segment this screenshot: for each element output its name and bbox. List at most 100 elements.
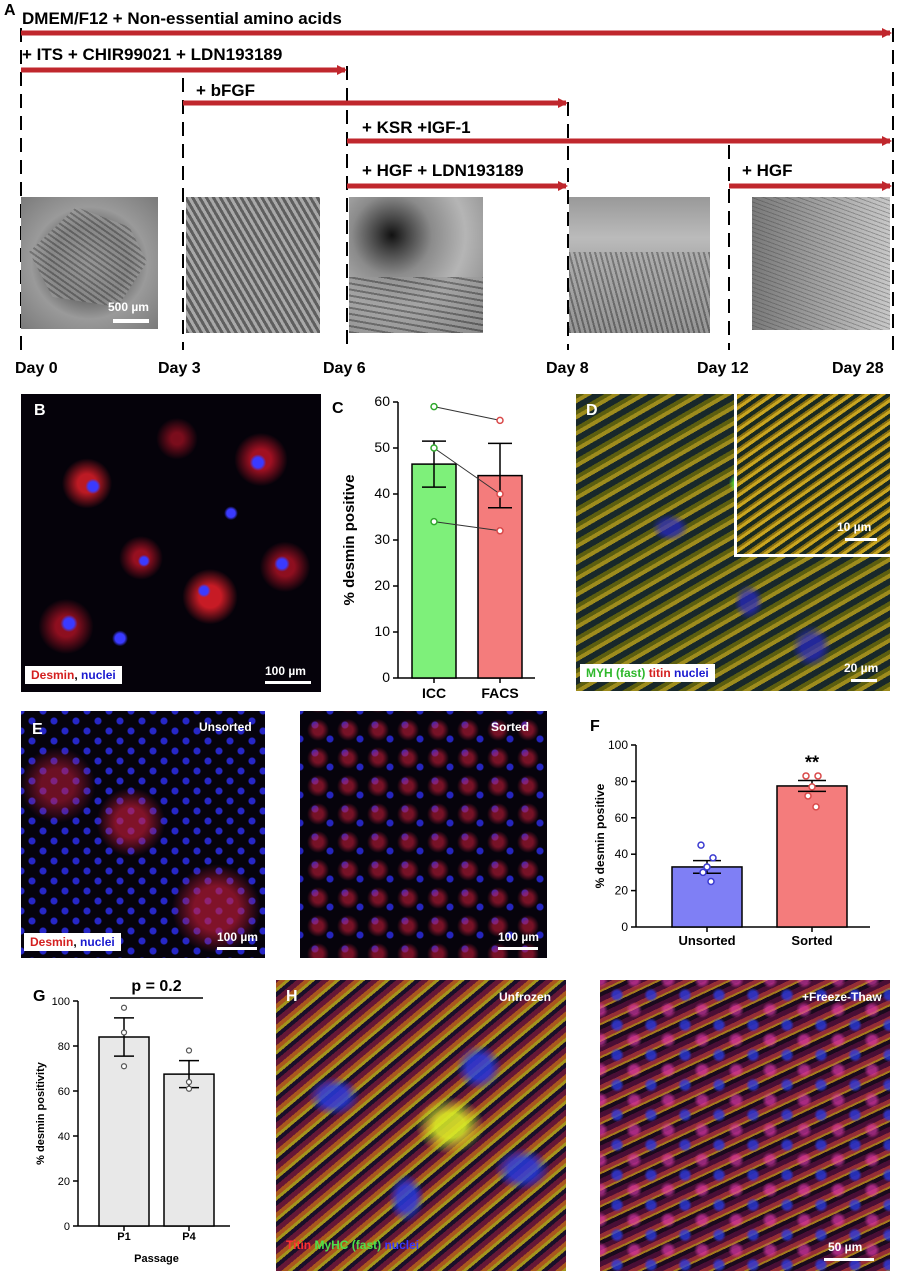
scalebar-h: [824, 1258, 874, 1261]
y-axis-label: % desmin positive: [341, 475, 358, 606]
bar-ICC: [411, 463, 457, 679]
scalebar-label-b: 100 µm: [265, 664, 306, 678]
y-axis-label: % desmin positive: [593, 783, 607, 888]
pair-line: [433, 406, 501, 421]
bar-Unsorted: [671, 866, 743, 928]
panel-a-timeline: [20, 28, 894, 350]
arrow-label-ksr: + KSR +IGF-1: [362, 118, 471, 137]
y-tick-label: 40: [58, 1131, 70, 1143]
arrow-label-base: DMEM/F12 + Non-essential amino acids: [22, 9, 342, 28]
y-axis-label: % desmin positivity: [35, 1061, 47, 1165]
x-tick-label: P4: [182, 1231, 196, 1243]
pair-line: [433, 447, 501, 495]
arrow-label-hgf-ldn: + HGF + LDN193189: [362, 161, 524, 180]
panel-e-unsorted-image: E Unsorted Desmin, nuclei 100 µm: [21, 711, 265, 958]
arrow-label-its: + ITS + CHIR99021 + LDN193189: [22, 45, 283, 64]
data-point: [812, 803, 820, 811]
y-tick-label: 60: [374, 394, 390, 409]
data-point: [185, 1047, 193, 1054]
data-point: [185, 1085, 193, 1092]
significance-marker: **: [805, 752, 819, 772]
y-tick-label: 80: [615, 774, 629, 788]
phase-image-day28: [752, 197, 890, 330]
day-label-3: Day 3: [158, 360, 201, 377]
panel-f-label: F: [590, 718, 600, 735]
panel-h-unfrozen-title: Unfrozen: [499, 990, 551, 1004]
y-tick-label: 60: [615, 811, 629, 825]
scalebar-a: [113, 319, 149, 323]
bar-P4: [163, 1073, 215, 1227]
inset-scalebar: [845, 538, 877, 541]
day-label-8: Day 8: [546, 360, 589, 377]
panel-d-legend: MYH (fast) titin nuclei: [580, 664, 715, 682]
pair-line: [433, 521, 501, 532]
arrow-label-hgf: + HGF: [742, 161, 793, 180]
y-tick-label: 50: [374, 439, 390, 455]
data-point: [120, 1004, 128, 1011]
x-tick-label: Sorted: [791, 933, 832, 948]
day-label-12: Day 12: [697, 360, 749, 377]
panel-e-sorted-image: Sorted 100 µm: [300, 711, 547, 958]
scalebar-label-h: 50 µm: [828, 1240, 863, 1254]
panel-b-image: B Desmin, nuclei 100 µm: [21, 394, 321, 692]
x-tick-label: P1: [117, 1231, 130, 1243]
scalebar-e-right: [498, 947, 538, 950]
x-axis-label: Passage: [134, 1253, 179, 1265]
point-facs: [496, 527, 504, 535]
data-point: [185, 1078, 193, 1086]
scalebar-e-left: [217, 947, 257, 950]
panel-e-unsorted-title: Unsorted: [199, 720, 252, 734]
y-tick-label: 80: [58, 1041, 70, 1053]
point-icc: [430, 402, 438, 411]
scalebar-d: [851, 679, 877, 682]
panel-g-label: G: [33, 988, 46, 1005]
x-tick-label: Unsorted: [678, 933, 735, 948]
panel-g-chart: 0 20 40 60 80 100 % desmin positivity P1 P4 p = 0…: [35, 978, 230, 1265]
point-facs: [496, 416, 504, 425]
panel-e-legend: Desmin, nuclei: [24, 933, 121, 951]
y-tick-label: 100: [52, 996, 70, 1008]
panel-d-label: D: [586, 402, 598, 419]
scalebar-label-e-right: 100 µm: [498, 930, 539, 944]
day-label-6: Day 6: [323, 360, 366, 377]
phase-image-day8: [569, 197, 710, 333]
data-point: [699, 868, 707, 877]
bar-FACS: [477, 474, 523, 679]
panel-e-label: E: [32, 721, 43, 738]
panel-h-label: H: [286, 988, 298, 1005]
data-point: [808, 783, 816, 791]
y-tick-label: 20: [615, 884, 629, 898]
x-tick-label: FACS: [481, 685, 518, 701]
panel-c-label: C: [332, 400, 344, 417]
panel-d-image: 10 µm D MYH (fast) titin nuclei 20 µm: [576, 394, 890, 691]
panel-f-chart: 0 20 40 60 80 100 % desmin positive Unsorted Sor…: [593, 738, 870, 948]
day-label-28: Day 28: [832, 360, 884, 377]
panel-a-label: A: [4, 2, 16, 19]
scalebar-b: [265, 681, 311, 684]
panel-h-freeze-thaw-image: +Freeze-Thaw 50 µm: [600, 980, 890, 1271]
panel-h-legend: Titin MyHC (fast) nuclei: [286, 1238, 420, 1252]
data-point: [120, 1063, 128, 1070]
phase-image-day3: [186, 197, 320, 333]
panel-d-inset: 10 µm: [734, 394, 890, 557]
scalebar-label-e-left: 100 µm: [217, 930, 258, 944]
bar-Sorted: [776, 785, 848, 928]
y-tick-label: 40: [374, 485, 390, 501]
x-tick-label: ICC: [422, 685, 446, 701]
y-tick-label: 30: [374, 531, 390, 547]
y-tick-label: 20: [374, 577, 390, 593]
significance-label: p = 0.2: [131, 978, 181, 995]
data-point: [814, 772, 822, 780]
scalebar-label-d: 20 µm: [844, 661, 879, 675]
scalebar-label-a: 500 µm: [108, 300, 149, 314]
panel-h-freeze-thaw-title: +Freeze-Thaw: [802, 990, 882, 1004]
panel-h-unfrozen-image: H Unfrozen Titin MyHC (fast) nuclei: [276, 980, 566, 1271]
y-tick-label: 60: [58, 1086, 70, 1098]
panel-b-label: B: [34, 402, 46, 419]
phase-image-day6: [349, 197, 483, 333]
data-point: [697, 841, 705, 849]
point-icc: [430, 444, 438, 452]
data-point: [703, 863, 711, 871]
y-tick-label: 40: [615, 847, 629, 861]
inset-scalebar-label: 10 µm: [837, 520, 872, 534]
